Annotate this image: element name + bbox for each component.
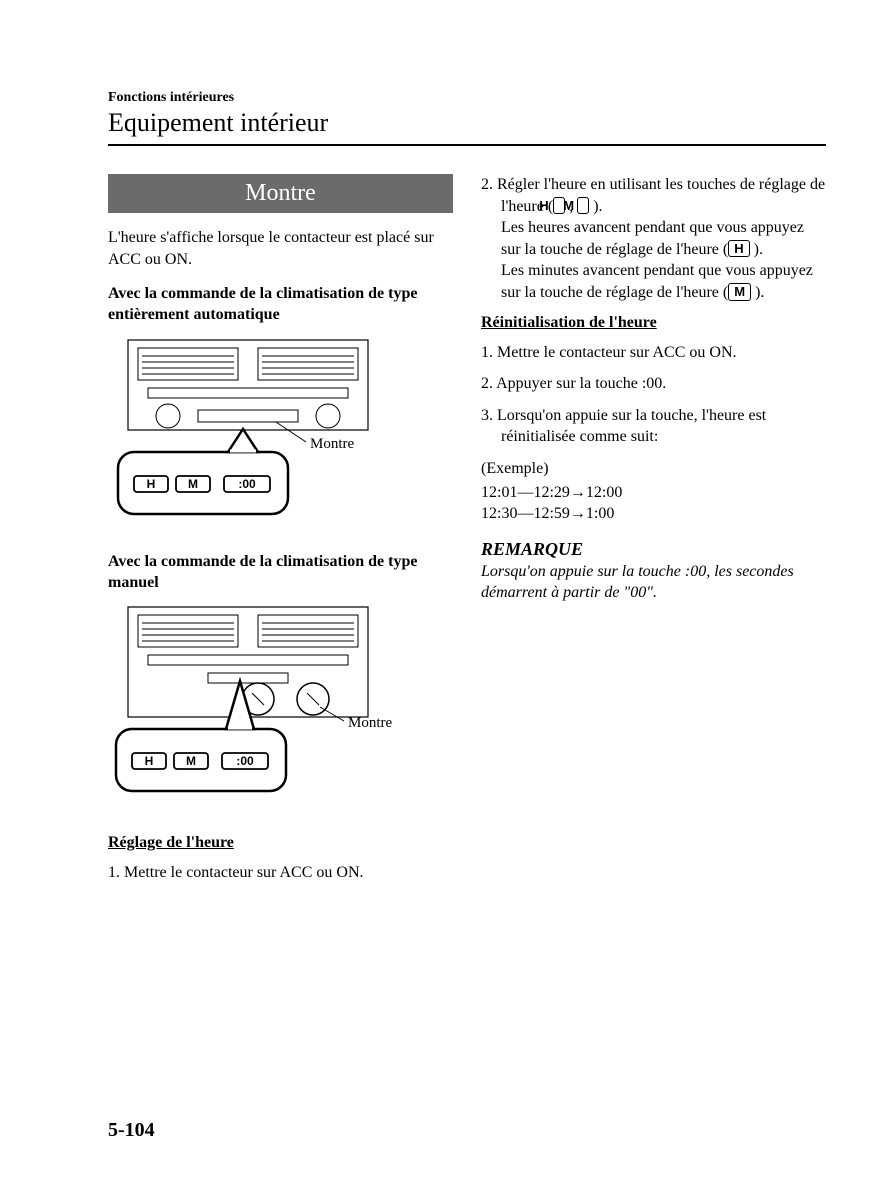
set-time-heading: Réglage de l'heure xyxy=(108,834,453,852)
intro-text: L'heure s'affiche lorsque le contacteur … xyxy=(108,227,453,270)
step2-line3-a: Les minutes avancent pendant que vous ap… xyxy=(501,262,813,301)
reset-step-1: 1. Mettre le contacteur sur ACC ou ON. xyxy=(481,342,826,364)
m-button-glyph: M xyxy=(577,197,589,215)
step2-text-b: ). xyxy=(589,198,602,215)
svg-text:Montre: Montre xyxy=(348,715,393,731)
section-banner-montre: Montre xyxy=(108,174,453,213)
reset-step-2: 2. Appuyer sur la touche :00. xyxy=(481,373,826,395)
svg-text::00: :00 xyxy=(236,754,254,768)
manual-climate-label: Avec la commande de la climatisation de … xyxy=(108,552,453,594)
remark-title: REMARQUE xyxy=(481,539,826,560)
diagram-auto-climate: H M :00 Montre xyxy=(108,334,408,534)
set-step-2: 2. Régler l'heure en utilisant les touch… xyxy=(481,174,826,304)
diagram-manual-climate: H M :00 Montre xyxy=(108,601,408,816)
svg-text:H: H xyxy=(145,754,154,768)
example-label: (Exemple) xyxy=(481,458,826,480)
m-button-glyph-2: M xyxy=(728,283,751,301)
set-step-1: 1. Mettre le contacteur sur ACC ou ON. xyxy=(108,862,453,884)
reset-heading: Réinitialisation de l'heure xyxy=(481,314,826,332)
step2-line2-b: ). xyxy=(750,241,763,258)
title-rule xyxy=(108,144,826,146)
breadcrumb: Fonctions intérieures xyxy=(108,90,826,106)
h-button-glyph-2: H xyxy=(728,240,749,258)
example-line-2: 12:30—12:59→1:00 xyxy=(481,503,826,525)
remark-text: Lorsqu'on appuie sur la touche :00, les … xyxy=(481,562,826,604)
content-columns: Montre L'heure s'affiche lorsque le cont… xyxy=(108,174,826,894)
svg-text:H: H xyxy=(147,477,156,491)
reset-step-3: 3. Lorsqu'on appuie sur la touche, l'heu… xyxy=(481,405,826,448)
svg-text:M: M xyxy=(188,477,198,491)
page-title: Equipement intérieur xyxy=(108,108,826,138)
example-line-1: 12:01—12:29→12:00 xyxy=(481,482,826,504)
page-header: Fonctions intérieures Equipement intérie… xyxy=(108,90,826,146)
diagram-label-montre: Montre xyxy=(310,436,355,452)
right-column: 2. Régler l'heure en utilisant les touch… xyxy=(481,174,826,894)
svg-text:M: M xyxy=(186,754,196,768)
page-number: 5-104 xyxy=(108,1119,155,1142)
svg-text::00: :00 xyxy=(238,477,256,491)
auto-climate-label: Avec la commande de la climatisation de … xyxy=(108,284,453,326)
left-column: Montre L'heure s'affiche lorsque le cont… xyxy=(108,174,453,894)
step2-text-a: 2. Régler l'heure en utilisant les touch… xyxy=(481,176,825,215)
step2-line3-b: ). xyxy=(751,284,764,301)
